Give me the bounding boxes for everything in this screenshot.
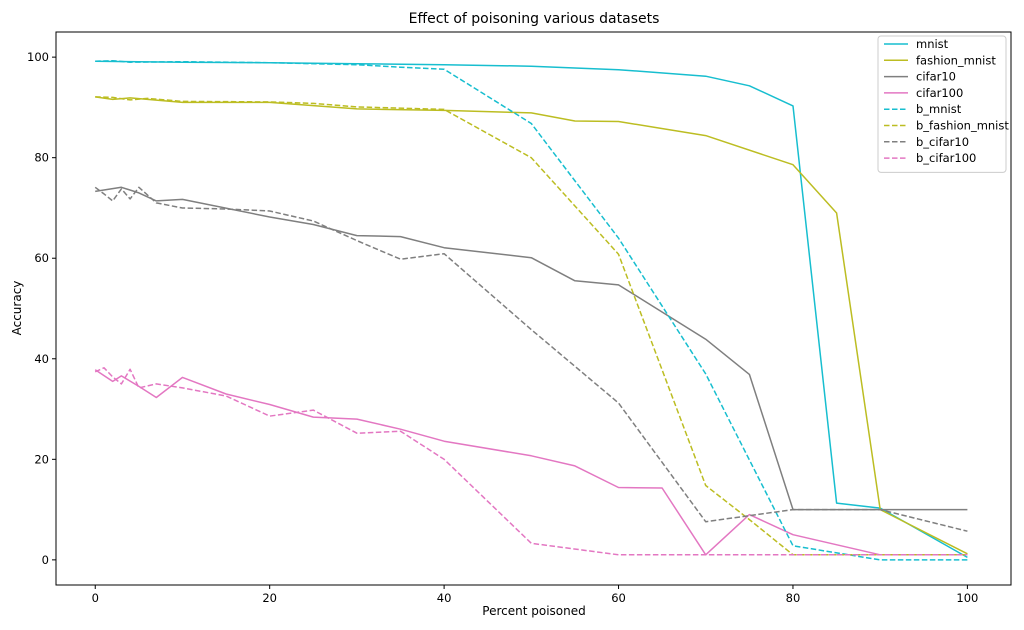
series-line-b-fashion-mnist <box>95 96 968 556</box>
series-line-fashion-mnist <box>95 96 968 555</box>
series-line-b-cifar10 <box>94 186 968 532</box>
plot-lines <box>94 59 968 561</box>
x-tick-label: 60 <box>611 591 626 605</box>
y-axis: 0 20 40 60 80 100 <box>27 50 56 567</box>
plot-area-frame <box>55 31 1012 586</box>
y-tick-label: 0 <box>42 553 49 567</box>
x-axis: 0 20 40 60 80 100 <box>92 585 978 605</box>
legend-label: cifar100 <box>916 86 963 100</box>
x-axis-label: Percent poisoned <box>482 604 585 618</box>
legend-label: b_cifar10 <box>916 135 969 149</box>
series-line-b-cifar100 <box>94 367 968 556</box>
x-tick-label: 20 <box>262 591 277 605</box>
series-line-cifar10 <box>95 186 968 511</box>
legend-frame <box>877 35 1007 173</box>
y-axis-label: Accuracy <box>10 281 24 336</box>
y-tick-label: 40 <box>34 352 49 366</box>
legend-label: b_cifar100 <box>916 151 976 165</box>
y-tick-label: 80 <box>34 151 49 165</box>
y-tick-label: 100 <box>27 50 49 64</box>
legend-label: mnist <box>916 37 949 51</box>
legend-label: cifar10 <box>916 70 956 84</box>
legend-label: b_fashion_mnist <box>916 119 1009 133</box>
chart-title: Effect of poisoning various datasets <box>409 11 660 27</box>
series-line-b-mnist <box>95 59 968 561</box>
series-line-cifar100 <box>94 369 968 556</box>
series-line-mnist <box>95 60 968 559</box>
legend-label: fashion_mnist <box>916 53 996 67</box>
legend-label: b_mnist <box>916 102 962 116</box>
x-tick-label: 0 <box>92 591 99 605</box>
y-tick-label: 60 <box>34 251 49 265</box>
x-tick-label: 80 <box>786 591 801 605</box>
y-tick-label: 20 <box>34 452 49 466</box>
x-tick-label: 40 <box>437 591 452 605</box>
legend: mnist fashion_mnist cifar10 cifar100 b_mnist… <box>877 35 1009 173</box>
x-tick-label: 100 <box>956 591 978 605</box>
